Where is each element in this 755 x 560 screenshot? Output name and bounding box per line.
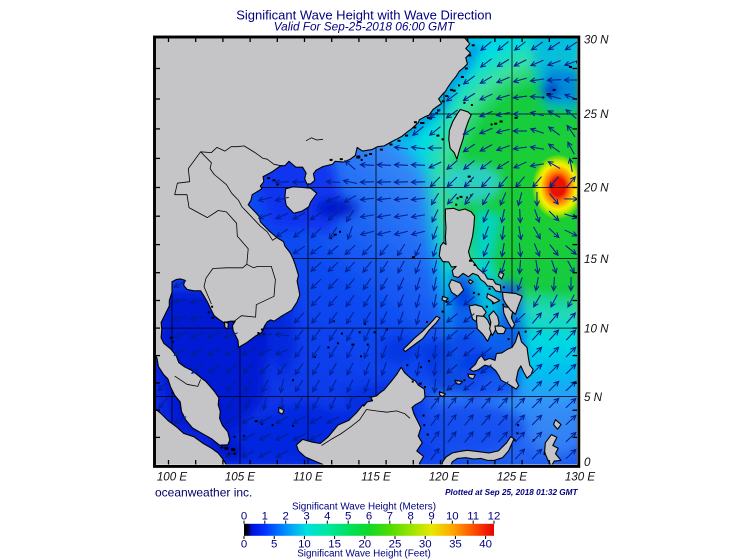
svg-text:110 E: 110 E [293,471,323,484]
svg-text:35: 35 [449,539,462,551]
svg-text:6: 6 [366,511,372,523]
svg-text:20 N: 20 N [583,182,609,195]
svg-text:5: 5 [271,539,277,551]
svg-text:3: 3 [303,511,309,523]
svg-text:15: 15 [328,539,341,551]
svg-text:5 N: 5 N [584,391,603,404]
svg-text:4: 4 [324,511,330,523]
svg-text:105 E: 105 E [225,471,256,484]
svg-text:100 E: 100 E [157,471,188,484]
svg-text:30: 30 [419,539,432,551]
svg-text:125 E: 125 E [497,471,528,484]
svg-text:Significant Wave Height with W: Significant Wave Height with Wave Direct… [236,7,492,22]
svg-text:115 E: 115 E [361,471,391,484]
svg-text:10 N: 10 N [584,322,609,335]
svg-text:30 N: 30 N [584,34,609,47]
svg-text:10: 10 [446,511,459,523]
svg-text:0: 0 [584,456,591,469]
svg-text:Plotted at Sep 25, 2018 01:32: Plotted at Sep 25, 2018 01:32 GMT [445,488,578,497]
svg-text:Significant Wave Height (Meter: Significant Wave Height (Meters) [292,502,436,513]
svg-text:Valid For Sep-25-2018 06:00 GM: Valid For Sep-25-2018 06:00 GMT [274,20,455,34]
svg-text:40: 40 [479,539,492,551]
svg-text:15 N: 15 N [584,253,609,266]
svg-text:oceanweather inc.: oceanweather inc. [155,486,252,500]
svg-text:7: 7 [387,511,393,523]
svg-text:12: 12 [488,511,501,523]
svg-text:20: 20 [358,539,371,551]
svg-text:130 E: 130 E [565,471,596,484]
svg-text:0: 0 [241,511,247,523]
svg-text:1: 1 [262,511,268,523]
svg-text:0: 0 [241,539,247,551]
svg-text:25: 25 [389,539,402,551]
svg-text:120 E: 120 E [429,471,460,484]
svg-text:Significant Wave Height (Feet): Significant Wave Height (Feet) [297,549,431,560]
svg-text:25 N: 25 N [583,108,609,121]
svg-text:9: 9 [428,511,434,523]
svg-text:2: 2 [283,511,289,523]
svg-text:10: 10 [298,539,311,551]
svg-text:11: 11 [467,511,479,523]
svg-text:8: 8 [408,511,414,523]
svg-text:5: 5 [345,511,351,523]
